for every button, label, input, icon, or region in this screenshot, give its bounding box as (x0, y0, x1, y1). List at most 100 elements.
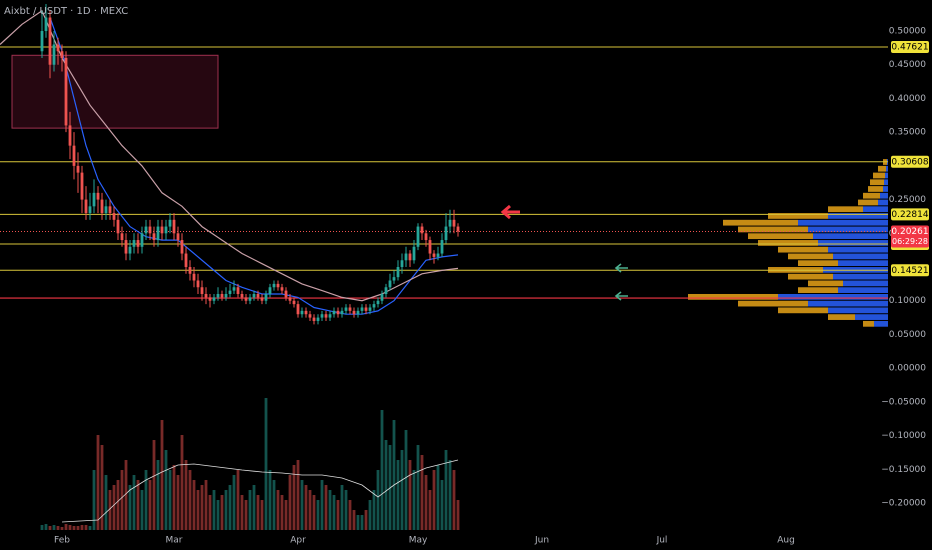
volume-bar (48, 526, 52, 530)
countdown-label: 06:29:28 (892, 237, 928, 246)
y-tick-label: −0.15000 (881, 465, 926, 475)
profile-down (798, 260, 838, 267)
candle-body (100, 199, 104, 214)
candle-body (312, 317, 316, 321)
profile-up (878, 199, 888, 206)
volume-bar (192, 480, 196, 530)
chart-title: Aixbt / USDT · 1D · MEXC (4, 6, 128, 17)
profile-down (828, 206, 863, 213)
volume-bar (384, 440, 388, 530)
volume-bar (108, 490, 112, 530)
profile-up (883, 186, 888, 192)
profile-down (788, 273, 833, 280)
profile-up (828, 213, 888, 219)
volume-bar (124, 460, 128, 530)
volume-bar (436, 465, 440, 530)
profile-down (778, 307, 828, 314)
candle-body (76, 165, 80, 173)
candle-body (432, 253, 436, 257)
volume-bar (400, 450, 404, 530)
volume-bar (348, 500, 352, 530)
volume-bar (300, 480, 304, 530)
candle-body (380, 293, 384, 301)
volume-bar (452, 470, 456, 530)
profile-down (870, 179, 884, 186)
volume-bar (100, 445, 104, 530)
level-label-box (891, 155, 929, 168)
profile-down (788, 253, 833, 260)
candle-body (256, 293, 260, 298)
volume-bar (228, 485, 232, 530)
candle-body (232, 287, 236, 291)
volume-bar (96, 435, 100, 530)
profile-down (863, 192, 880, 199)
volume-bar (200, 485, 204, 530)
candle-body (52, 44, 56, 65)
last-price-label: 0.20261 (891, 227, 928, 237)
volume-bar (396, 460, 400, 530)
volume-bar (308, 490, 312, 530)
candle-body (40, 31, 44, 52)
candle-body (148, 226, 152, 234)
profile-up (808, 300, 888, 307)
candle-body (332, 310, 336, 315)
volume-bar (156, 460, 160, 530)
volume-bar (336, 500, 340, 530)
candle-body (236, 287, 240, 294)
profile-up (885, 172, 888, 179)
candle-body (280, 287, 284, 291)
candle-body (456, 226, 460, 232)
volume-bar (376, 470, 380, 530)
candle-body (344, 307, 348, 311)
y-tick-label: −0.10000 (881, 431, 926, 441)
x-tick-label: Aug (777, 536, 795, 546)
candle-body (416, 226, 420, 247)
candle-body (340, 310, 344, 315)
candle-body (132, 240, 136, 247)
volume-bar (328, 490, 332, 530)
plot-area (0, 4, 888, 530)
candle-body (212, 297, 216, 301)
candle-body (108, 206, 112, 214)
volume-bar (264, 398, 268, 530)
candle-body (368, 307, 372, 311)
volume-bar (276, 490, 280, 530)
candle-body (372, 304, 376, 308)
y-tick-label: −0.05000 (881, 397, 926, 407)
y-tick-label: 0.10000 (889, 296, 926, 306)
volume-bar (180, 435, 184, 530)
volume-bar (344, 490, 348, 530)
profile-up (798, 219, 888, 226)
candle-body (288, 297, 292, 301)
volume-bar (52, 525, 56, 530)
volume-bar (288, 475, 292, 530)
profile-down (798, 287, 838, 293)
volume-bar (240, 495, 244, 530)
profile-down (858, 199, 878, 206)
profile-down (688, 293, 778, 300)
volume-bar (196, 490, 200, 530)
volume-bar (204, 480, 208, 530)
candle-body (168, 219, 172, 227)
volume-bar (380, 410, 384, 530)
volume-bar (116, 480, 120, 530)
candle-body (396, 267, 400, 278)
candle-body (176, 233, 180, 241)
level-label-box (891, 264, 929, 277)
volume-bar (340, 485, 344, 530)
x-tick-label: Apr (290, 536, 306, 546)
candle-body (128, 246, 132, 254)
volume-bar (132, 475, 136, 530)
volume-bar (208, 495, 212, 530)
volume-bar (72, 526, 76, 530)
candle-body (364, 307, 368, 311)
candle-body (316, 317, 320, 321)
candle-body (160, 226, 164, 234)
candle-body (352, 310, 356, 315)
volume-bar (80, 525, 84, 530)
candle-body (156, 226, 160, 241)
x-tick-label: Mar (166, 536, 183, 546)
candle-body (112, 213, 116, 220)
volume-bar (168, 470, 172, 530)
candle-body (320, 314, 324, 318)
